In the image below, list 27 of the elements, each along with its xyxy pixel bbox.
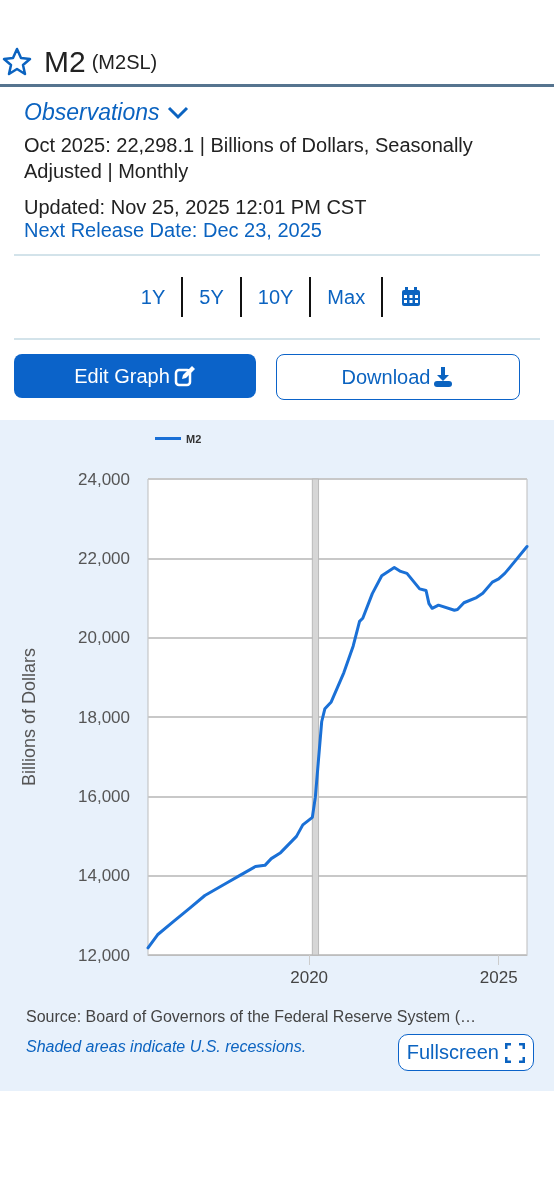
line-series [146,545,529,950]
y-tick-label: 20,000 [78,628,130,648]
y-tick-label: 16,000 [78,786,130,806]
source-note: Source: Board of Governors of the Federal Reserve System (… [26,1008,476,1025]
y-tick-label: 24,000 [78,469,130,489]
text: 10Y [256,285,295,309]
text: Shaded areas indicate U.S. recessions. [26,1038,307,1056]
text: Edit Graph [74,364,170,388]
chart-title: M2 [44,45,86,79]
text: 5Y [198,285,225,309]
y-tick-label: 14,000 [78,866,130,886]
text: Next Release Date: Dec 23, 2025 [24,219,322,241]
text: Fullscreen [406,1041,499,1064]
y-tick-label: 18,000 [78,707,130,727]
text: Updated: Nov 25, 2025 12:01 PM CST [24,196,367,218]
text: Oct 2025: 22,298.1 | Billions of Dollars, Seasonally Adjusted | Monthly [24,134,473,182]
y-axis-title: Billions of Dollars [19,647,39,787]
text: Download [341,365,431,389]
x-tick-label: 2020 [290,968,329,987]
y-tick-label: 22,000 [78,548,130,568]
text: Max [326,285,367,309]
text: 1Y [139,285,167,309]
y-tick-label: 12,000 [78,945,130,965]
text: Observations [24,99,160,126]
legend-label: M2 [186,432,202,445]
chart-subtitle: (M2SL) [91,50,158,74]
x-tick-label: 2025 [479,968,518,987]
